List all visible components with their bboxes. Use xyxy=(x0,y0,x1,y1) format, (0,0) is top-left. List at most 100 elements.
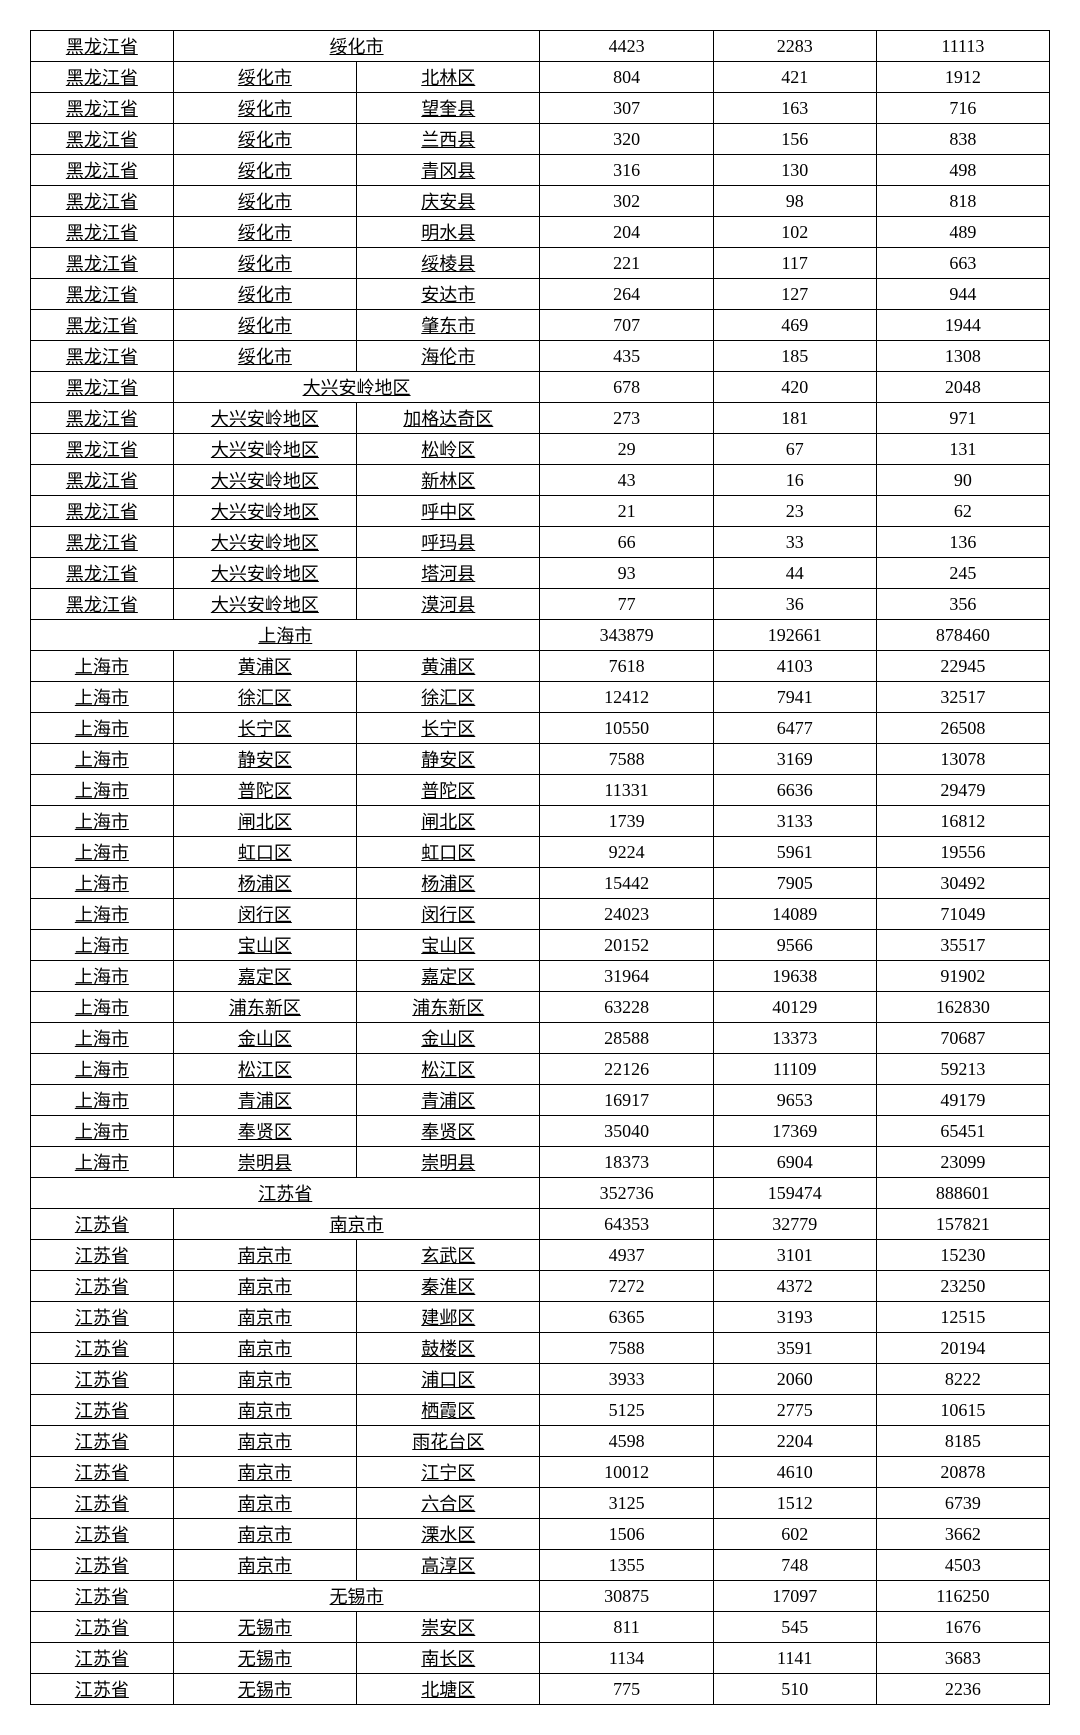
province-cell[interactable]: 黑龙江省 xyxy=(31,496,174,527)
province-cell[interactable]: 黑龙江省 xyxy=(31,217,174,248)
province-cell[interactable]: 上海市 xyxy=(31,1085,174,1116)
province-cell[interactable]: 上海市 xyxy=(31,775,174,806)
district-cell[interactable]: 南长区 xyxy=(357,1643,540,1674)
district-cell[interactable]: 玄武区 xyxy=(357,1240,540,1271)
city-cell[interactable]: 南京市 xyxy=(173,1364,356,1395)
district-cell[interactable]: 呼中区 xyxy=(357,496,540,527)
city-cell[interactable]: 金山区 xyxy=(173,1023,356,1054)
city-cell[interactable]: 南京市 xyxy=(173,1302,356,1333)
city-cell[interactable]: 绥化市 xyxy=(173,93,356,124)
province-cell[interactable]: 上海市 xyxy=(31,1023,174,1054)
province-cell[interactable]: 黑龙江省 xyxy=(31,403,174,434)
district-cell[interactable]: 黄浦区 xyxy=(357,651,540,682)
city-cell[interactable]: 大兴安岭地区 xyxy=(173,558,356,589)
city-cell[interactable]: 南京市 xyxy=(173,1426,356,1457)
district-cell[interactable]: 北林区 xyxy=(357,62,540,93)
city-cell[interactable]: 南京市 xyxy=(173,1488,356,1519)
province-cell[interactable]: 黑龙江省 xyxy=(31,434,174,465)
province-cell[interactable]: 上海市 xyxy=(31,651,174,682)
city-cell[interactable]: 大兴安岭地区 xyxy=(173,527,356,558)
district-cell[interactable]: 安达市 xyxy=(357,279,540,310)
district-cell[interactable]: 溧水区 xyxy=(357,1519,540,1550)
province-cell[interactable]: 黑龙江省 xyxy=(31,558,174,589)
province-cell[interactable]: 黑龙江省 xyxy=(31,31,174,62)
city-cell[interactable]: 南京市 xyxy=(173,1333,356,1364)
city-cell[interactable]: 绥化市 xyxy=(173,155,356,186)
city-cell[interactable]: 长宁区 xyxy=(173,713,356,744)
province-cell[interactable]: 上海市 xyxy=(31,1147,174,1178)
city-cell[interactable]: 绥化市 xyxy=(173,279,356,310)
city-cell[interactable]: 南京市 xyxy=(173,1519,356,1550)
city-cell[interactable]: 嘉定区 xyxy=(173,961,356,992)
city-cell[interactable]: 无锡市 xyxy=(173,1674,356,1705)
city-cell[interactable]: 闸北区 xyxy=(173,806,356,837)
province-cell[interactable]: 上海市 xyxy=(31,961,174,992)
province-cell[interactable]: 江苏省 xyxy=(31,1240,174,1271)
district-cell[interactable]: 肇东市 xyxy=(357,310,540,341)
district-cell[interactable]: 秦淮区 xyxy=(357,1271,540,1302)
province-cell[interactable]: 黑龙江省 xyxy=(31,310,174,341)
province-cell[interactable]: 上海市 xyxy=(31,837,174,868)
district-cell[interactable]: 新林区 xyxy=(357,465,540,496)
city-cell[interactable]: 绥化市 xyxy=(173,186,356,217)
district-cell[interactable]: 明水县 xyxy=(357,217,540,248)
city-cell[interactable]: 闵行区 xyxy=(173,899,356,930)
province-cell[interactable]: 黑龙江省 xyxy=(31,124,174,155)
province-cell[interactable]: 江苏省 xyxy=(31,1550,174,1581)
city-cell[interactable]: 绥化市 xyxy=(173,31,540,62)
city-cell[interactable]: 虹口区 xyxy=(173,837,356,868)
province-cell[interactable]: 江苏省 xyxy=(31,1426,174,1457)
province-cell[interactable]: 黑龙江省 xyxy=(31,465,174,496)
city-cell[interactable]: 普陀区 xyxy=(173,775,356,806)
city-cell[interactable]: 宝山区 xyxy=(173,930,356,961)
province-cell[interactable]: 江苏省 xyxy=(31,1333,174,1364)
city-cell[interactable]: 浦东新区 xyxy=(173,992,356,1023)
city-cell[interactable]: 静安区 xyxy=(173,744,356,775)
province-cell[interactable]: 上海市 xyxy=(31,899,174,930)
city-cell[interactable]: 无锡市 xyxy=(173,1581,540,1612)
city-cell[interactable]: 南京市 xyxy=(173,1240,356,1271)
district-cell[interactable]: 漠河县 xyxy=(357,589,540,620)
province-cell[interactable]: 江苏省 xyxy=(31,1674,174,1705)
district-cell[interactable]: 松江区 xyxy=(357,1054,540,1085)
city-cell[interactable]: 大兴安岭地区 xyxy=(173,465,356,496)
city-cell[interactable]: 徐汇区 xyxy=(173,682,356,713)
district-cell[interactable]: 长宁区 xyxy=(357,713,540,744)
city-cell[interactable]: 绥化市 xyxy=(173,62,356,93)
province-cell[interactable]: 江苏省 xyxy=(31,1302,174,1333)
city-cell[interactable]: 绥化市 xyxy=(173,124,356,155)
city-cell[interactable]: 南京市 xyxy=(173,1395,356,1426)
district-cell[interactable]: 呼玛县 xyxy=(357,527,540,558)
district-cell[interactable]: 兰西县 xyxy=(357,124,540,155)
province-cell[interactable]: 黑龙江省 xyxy=(31,341,174,372)
city-cell[interactable]: 南京市 xyxy=(173,1271,356,1302)
province-cell[interactable]: 江苏省 xyxy=(31,1612,174,1643)
district-cell[interactable]: 崇明县 xyxy=(357,1147,540,1178)
district-cell[interactable]: 青浦区 xyxy=(357,1085,540,1116)
city-cell[interactable]: 绥化市 xyxy=(173,217,356,248)
province-cell[interactable]: 江苏省 xyxy=(31,1178,540,1209)
city-cell[interactable]: 绥化市 xyxy=(173,248,356,279)
district-cell[interactable]: 北塘区 xyxy=(357,1674,540,1705)
city-cell[interactable]: 无锡市 xyxy=(173,1612,356,1643)
province-cell[interactable]: 上海市 xyxy=(31,620,540,651)
city-cell[interactable]: 南京市 xyxy=(173,1550,356,1581)
district-cell[interactable]: 宝山区 xyxy=(357,930,540,961)
province-cell[interactable]: 江苏省 xyxy=(31,1581,174,1612)
district-cell[interactable]: 闸北区 xyxy=(357,806,540,837)
province-cell[interactable]: 上海市 xyxy=(31,1116,174,1147)
province-cell[interactable]: 黑龙江省 xyxy=(31,186,174,217)
province-cell[interactable]: 江苏省 xyxy=(31,1395,174,1426)
district-cell[interactable]: 鼓楼区 xyxy=(357,1333,540,1364)
province-cell[interactable]: 上海市 xyxy=(31,806,174,837)
province-cell[interactable]: 黑龙江省 xyxy=(31,62,174,93)
district-cell[interactable]: 杨浦区 xyxy=(357,868,540,899)
district-cell[interactable]: 金山区 xyxy=(357,1023,540,1054)
district-cell[interactable]: 普陀区 xyxy=(357,775,540,806)
district-cell[interactable]: 加格达奇区 xyxy=(357,403,540,434)
district-cell[interactable]: 塔河县 xyxy=(357,558,540,589)
city-cell[interactable]: 崇明县 xyxy=(173,1147,356,1178)
province-cell[interactable]: 上海市 xyxy=(31,992,174,1023)
province-cell[interactable]: 黑龙江省 xyxy=(31,93,174,124)
city-cell[interactable]: 松江区 xyxy=(173,1054,356,1085)
